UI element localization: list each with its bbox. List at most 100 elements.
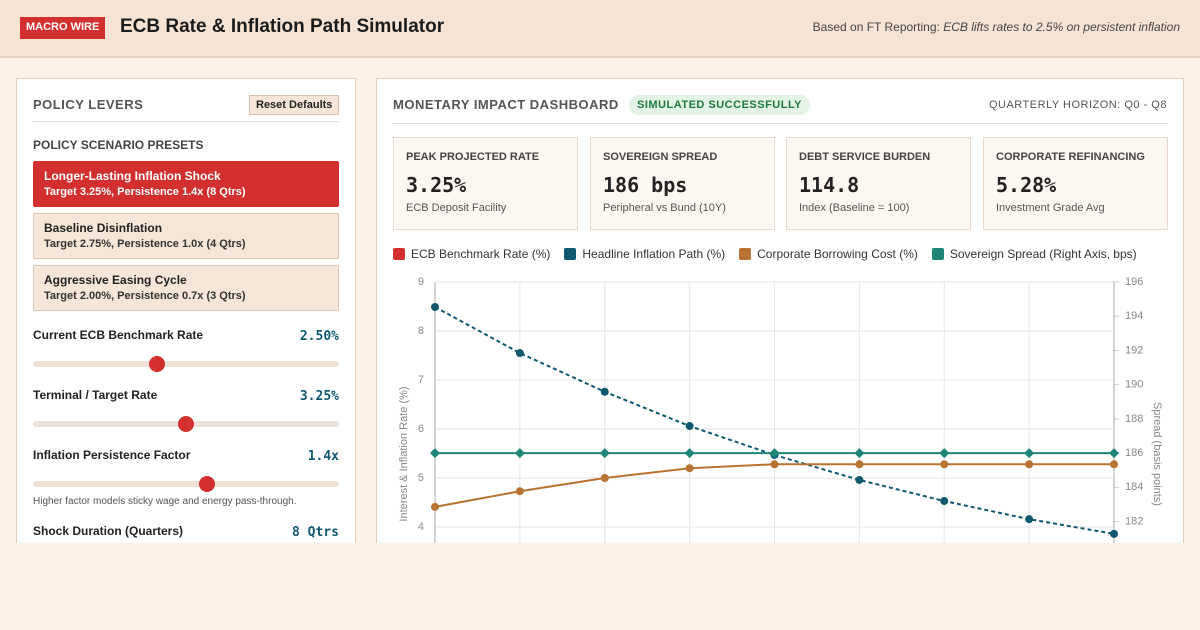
preset-name: Baseline Disinflation (44, 221, 163, 235)
policy-panel: POLICY LEVERS Reset Defaults POLICY SCEN… (16, 78, 356, 543)
point-marker (940, 460, 949, 469)
dashboard-panel: MONETARY IMPACT DASHBOARD SIMULATED SUCC… (376, 78, 1184, 543)
app-title: ECB Rate & Inflation Path Simulator (120, 16, 445, 37)
legend-item: Sovereign Spread (Right Axis, bps) (931, 247, 1137, 261)
point-marker (431, 502, 439, 511)
point-marker (599, 448, 610, 459)
y-tick-label: 9 (418, 276, 424, 288)
kpi-card: SOVEREIGN SPREAD 186 bps Peripheral vs Bun… (590, 137, 775, 230)
legend: ECB Benchmark Rate (%) Headline Inflation… (393, 247, 1137, 261)
slider-thumb[interactable] (178, 416, 194, 432)
kpi-label: DEBT SERVICE BURDEN (799, 151, 931, 163)
slider-track[interactable] (33, 481, 339, 487)
point-marker (684, 448, 695, 459)
y2-tick-label: 182 (1125, 515, 1143, 527)
kpi-label: SOVEREIGN SPREAD (603, 151, 718, 163)
y2-tick-label: 190 (1125, 379, 1143, 391)
kpi-card: PEAK PROJECTED RATE 3.25% ECB Deposit Faci… (393, 137, 578, 230)
y2-tick-label: 192 (1125, 344, 1143, 356)
kpi-value: 3.25% (406, 173, 467, 197)
legend-item: Headline Inflation Path (%) (564, 247, 725, 261)
point-marker (855, 475, 864, 484)
y-tick-label: 8 (418, 325, 424, 337)
slider-thumb[interactable] (199, 476, 215, 492)
y2-tick-label: 188 (1125, 413, 1143, 425)
legend-item: Corporate Borrowing Cost (%) (739, 247, 918, 261)
legend-swatch (564, 248, 577, 260)
point-marker (1110, 529, 1118, 538)
legend-label: ECB Benchmark Rate (%) (411, 247, 551, 261)
preset[interactable]: Aggressive Easing Cycle Target 2.00%, Per… (33, 265, 339, 311)
kpi-value: 5.28% (996, 173, 1057, 197)
horizon: QUARTERLY HORIZON: Q0 - Q8 (988, 99, 1167, 111)
slider-value: 8 Qtrs (292, 525, 339, 540)
slider-value: 3.25% (299, 389, 339, 404)
legend-item: ECB Benchmark Rate (%) (393, 247, 550, 261)
preset[interactable]: Baseline Disinflation Target 2.75%, Persi… (33, 213, 339, 259)
preset-detail: Target 2.00%, Persistence 0.7x (3 Qtrs) (44, 290, 246, 302)
kpi-value: 186 bps (603, 173, 688, 197)
preset-detail: Target 2.75%, Persistence 1.0x (4 Qtrs) (44, 238, 246, 250)
source-line: Based on FT Reporting: ECB lifts rates t… (813, 20, 1180, 34)
point-marker (1025, 460, 1034, 469)
kpi-card: DEBT SERVICE BURDEN 114.8 Index (Baseline … (786, 137, 971, 230)
point-marker (600, 387, 609, 396)
y2-tick-label: 196 (1125, 276, 1143, 288)
point-marker (514, 448, 525, 459)
preset-detail: Target 3.25%, Persistence 1.4x (8 Qtrs) (44, 186, 246, 198)
slider-value: 2.50% (299, 329, 339, 344)
panel-title: POLICY LEVERS (33, 97, 144, 112)
legend-swatch (931, 248, 944, 260)
slider-note: Higher factor models sticky wage and ene… (33, 496, 297, 507)
kpi-card: CORPORATE REFINANCING 5.28% Investment Gra… (983, 137, 1168, 230)
slider-track[interactable] (33, 361, 339, 367)
y-tick-label: 5 (418, 472, 424, 484)
status-badge: SIMULATED SUCCESSFULLY (629, 95, 811, 115)
slider-thumb[interactable] (149, 356, 165, 372)
reset-button[interactable]: Reset Defaults (249, 95, 340, 115)
y-tick-label: 4 (418, 521, 424, 533)
point-marker (430, 448, 440, 459)
y2-tick-label: 184 (1125, 481, 1143, 493)
divider (393, 123, 1167, 124)
preset-active[interactable]: Longer-Lasting Inflation Shock Target 3.2… (33, 161, 339, 207)
header: MACRO WIRE ECB Rate & Inflation Path Sim… (0, 0, 1200, 58)
slider-label: Current ECB Benchmark Rate (33, 328, 204, 342)
presets-title: POLICY SCENARIO PRESETS (33, 138, 204, 152)
chart: 4 5 6 7 8 9 182 184 186 188 190 192 194 196 Interest &… (398, 276, 1163, 543)
legend-label: Sovereign Spread (Right Axis, bps) (949, 247, 1137, 261)
point-marker (770, 460, 779, 469)
slider-value: 1.4x (307, 449, 339, 464)
legend-label: Headline Inflation Path (%) (582, 247, 726, 261)
slider-label: Shock Duration (Quarters) (33, 524, 184, 538)
point-marker (685, 422, 694, 431)
y2-tick-label: 194 (1125, 310, 1143, 322)
y2-tick-label: 186 (1125, 447, 1143, 459)
point-marker (1025, 515, 1034, 524)
kpi-sub: Investment Grade Avg (996, 202, 1105, 214)
legend-label: Corporate Borrowing Cost (%) (757, 247, 918, 261)
divider (33, 121, 339, 122)
point-marker (939, 448, 950, 459)
point-marker (855, 460, 864, 469)
source-prefix: Based on FT Reporting: (812, 20, 940, 34)
preset-name: Aggressive Easing Cycle (44, 273, 187, 287)
point-marker (940, 497, 949, 506)
preset-name: Longer-Lasting Inflation Shock (44, 169, 221, 183)
point-marker (600, 474, 609, 482)
point-marker (1109, 448, 1119, 459)
point-marker (769, 448, 780, 459)
kpi-sub: Peripheral vs Bund (10Y) (603, 202, 726, 214)
y-tick-label: 6 (418, 423, 424, 435)
point-marker (515, 487, 524, 496)
point-marker (431, 302, 439, 311)
kpi-label: PEAK PROJECTED RATE (406, 151, 540, 163)
point-marker (854, 448, 865, 459)
panel-title: MONETARY IMPACT DASHBOARD (393, 97, 619, 112)
kpi-sub: Index (Baseline = 100) (799, 202, 910, 214)
point-marker (1110, 460, 1118, 469)
point-marker (1024, 448, 1035, 459)
source-headline: ECB lifts rates to 2.5% on persistent in… (943, 20, 1180, 34)
slider-label: Terminal / Target Rate (33, 388, 158, 402)
brand-badge: MACRO WIRE (20, 17, 106, 39)
